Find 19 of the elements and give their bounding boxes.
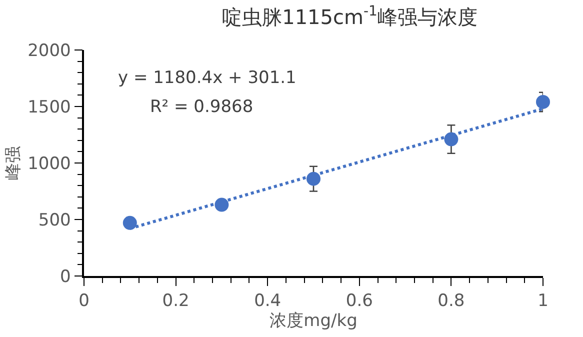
point: [214, 198, 229, 212]
x-tick-label: 0.4: [254, 291, 282, 312]
chart-title: 啶虫脒1115cm$^{-1}$峰强与浓度: [222, 4, 478, 30]
x-tick-label: 0.2: [162, 291, 190, 312]
x-tick-label: 0.8: [438, 291, 465, 312]
x-tick-label: 0.6: [346, 291, 373, 312]
y-tick-label: 2000: [28, 40, 71, 61]
y-tick-label: 1000: [28, 154, 71, 174]
point: [536, 94, 550, 109]
y-tick-label: 0: [60, 266, 71, 287]
annotation: y = 1180.4x + 301.1: [118, 68, 296, 88]
x-tick-label: 1: [538, 291, 548, 312]
x-tick-label: 0: [78, 291, 90, 312]
y-tick-label: 1500: [28, 97, 71, 118]
annotation: R² = 0.9868: [150, 97, 254, 117]
x-axis-title: 浓度mg/kg: [270, 311, 358, 332]
y-axis-title: 峰强: [4, 146, 24, 180]
y-tick-label: 500: [38, 210, 71, 230]
point: [122, 216, 137, 230]
